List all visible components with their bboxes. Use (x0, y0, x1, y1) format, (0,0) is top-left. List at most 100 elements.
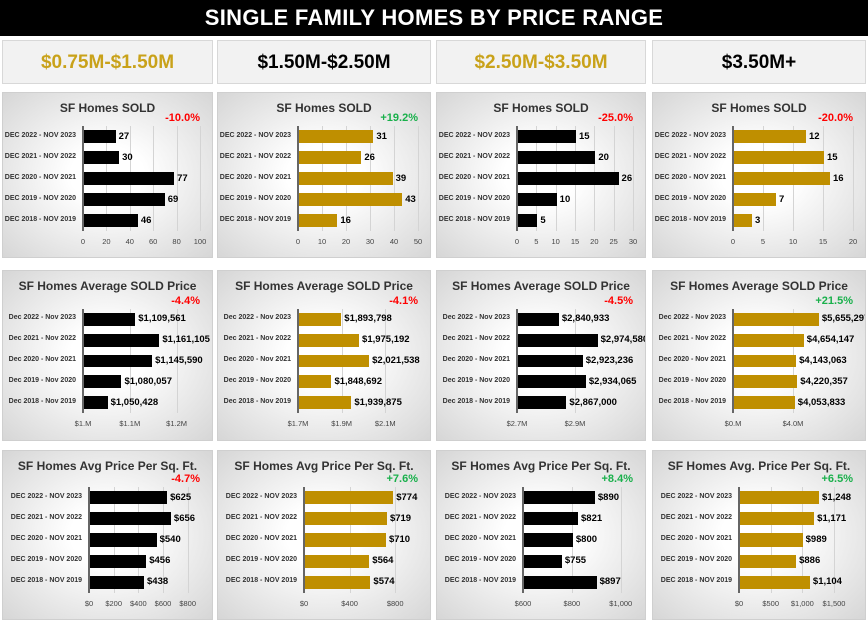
category-label: DEC 2018 - NOV 2019 (219, 215, 291, 223)
gridline (187, 487, 189, 593)
chart-title: SF Homes Average SOLD Price (452, 279, 630, 293)
value-label: $774 (396, 491, 418, 503)
x-tick-label: $400 (129, 599, 147, 608)
chart-title: SF Homes Average SOLD Price (18, 279, 197, 293)
value-label: 77 (177, 172, 188, 184)
value-label: 16 (833, 172, 844, 184)
x-tick-label: 0 (730, 237, 736, 246)
category-label: DEC 2022 - NOV 2023 (4, 131, 76, 139)
value-label: 16 (340, 214, 351, 226)
change-percent: -4.7% (171, 473, 200, 485)
value-label: $897 (599, 576, 621, 588)
value-label: $755 (564, 555, 587, 567)
y-axis-line (297, 309, 299, 413)
category-label: DEC 2022 - NOV 2023 (660, 492, 732, 500)
bar (299, 192, 403, 206)
bar (84, 213, 138, 227)
bar (740, 491, 820, 505)
bar (90, 512, 171, 526)
value-label: $2,840,933 (561, 313, 610, 325)
x-tick-label: $800 (179, 599, 196, 608)
category-label: Dec 2018 - Nov 2019 (8, 397, 76, 405)
category-label: Dec 2018 - Nov 2019 (442, 397, 510, 405)
value-label: $1,145,590 (155, 355, 203, 366)
change-percent: +8.4% (601, 473, 634, 485)
y-axis-line (732, 126, 734, 231)
bar (305, 533, 386, 547)
category-label: DEC 2019 - NOV 2020 (219, 194, 291, 202)
x-tick-label: 30 (365, 237, 375, 246)
x-tick-label: $1.2M (166, 419, 188, 428)
bar (524, 554, 562, 568)
value-label: 7 (779, 193, 785, 205)
value-label: $1,893,798 (344, 313, 392, 325)
category-label: DEC 2019 - NOV 2020 (654, 194, 726, 202)
value-label: 30 (122, 151, 133, 163)
category-label: DEC 2018 - NOV 2019 (654, 215, 726, 223)
value-label: 5 (540, 214, 546, 226)
x-tick-label: $1,000 (609, 599, 633, 608)
chart-panel: SF Homes SOLD -10.0% 0 20 40 60 80 100 DEC 2022 … (2, 92, 213, 258)
category-label: DEC 2021 - NOV 2022 (444, 513, 516, 521)
chart-panel: SF Homes Avg Price Per Sq. Ft. +8.4% $600 $… (436, 450, 646, 620)
y-axis-line (297, 126, 299, 231)
value-label: 69 (167, 193, 179, 205)
y-axis-line (88, 487, 90, 593)
value-label: $656 (173, 512, 196, 524)
chart-panel: SF Homes Avg Price Per Sq. Ft. -4.7% $0 $20… (2, 450, 213, 620)
bar (518, 375, 586, 389)
bar (524, 533, 573, 547)
bar (734, 312, 819, 326)
category-label: DEC 2022 - NOV 2023 (10, 492, 82, 500)
x-tick-label: 30 (628, 237, 638, 246)
category-label: Dec 2021 - Nov 2022 (658, 335, 726, 343)
x-tick-label: 20 (590, 237, 599, 246)
x-tick-label: 15 (818, 237, 828, 246)
category-label: DEC 2021 - NOV 2022 (660, 513, 732, 521)
bar (299, 312, 342, 326)
bar (518, 396, 567, 410)
x-tick-label: 5 (534, 237, 539, 246)
x-tick-label: 40 (125, 237, 134, 246)
value-label: $1,109,561 (138, 313, 186, 325)
chart-title: SF Homes Avg. Price Per Sq. Ft. (667, 459, 851, 473)
change-percent: -4.1% (389, 295, 418, 307)
chart-panel: SF Homes Average SOLD Price -4.4% $1.M $1.1… (2, 270, 213, 441)
value-label: 20 (598, 151, 609, 163)
y-axis-line (516, 309, 518, 413)
value-label: $574 (373, 576, 395, 588)
gridline (395, 487, 397, 593)
category-label: DEC 2021 - NOV 2022 (219, 152, 291, 160)
y-axis-line (516, 126, 518, 231)
category-label: Dec 2018 - Nov 2019 (223, 397, 291, 405)
dashboard-title: SINGLE FAMILY HOMES BY PRICE RANGE (0, 0, 868, 36)
change-percent: -10.0% (165, 112, 200, 124)
chart-title: SF Homes Average SOLD Price (670, 279, 848, 293)
x-tick-label: $0 (84, 599, 94, 608)
value-label: $2,021,538 (372, 355, 420, 366)
x-tick-label: $800 (386, 599, 404, 608)
bar (734, 129, 806, 143)
chart-title: SF Homes SOLD (59, 101, 156, 115)
category-label: DEC 2020 - NOV 2021 (10, 535, 82, 542)
y-axis-line (82, 126, 84, 231)
category-label: Dec 2020 - Nov 2021 (8, 356, 76, 363)
x-tick-label: 10 (788, 237, 798, 246)
chart-panel: SF Homes Average SOLD Price -4.5% $2.7M $2.… (436, 270, 646, 441)
value-label: $1,050,428 (110, 396, 159, 408)
value-label: $1,080,057 (124, 375, 172, 387)
chart-title: SF Homes Avg Price Per Sq. Ft. (17, 459, 198, 473)
category-label: Dec 2020 - Nov 2021 (223, 356, 291, 363)
chart-panel: SF Homes SOLD -25.0% 0 5 10 15 20 25 30 DEC 2022 … (436, 92, 646, 258)
x-tick-label: $1.7M (287, 419, 309, 428)
bar (740, 512, 815, 526)
price-range-tile: $3.50M+ (652, 40, 866, 84)
category-label: Dec 2021 - Nov 2022 (8, 335, 76, 343)
category-label: Dec 2022 - Nov 2023 (658, 314, 726, 322)
gridline (834, 487, 835, 593)
x-tick-label: 0 (80, 237, 86, 246)
gridline (176, 309, 178, 413)
x-tick-label: $2.9M (564, 419, 586, 428)
chart-title: SF Homes SOLD (493, 101, 589, 115)
price-range-tile: $0.75M-$1.50M (2, 40, 213, 84)
